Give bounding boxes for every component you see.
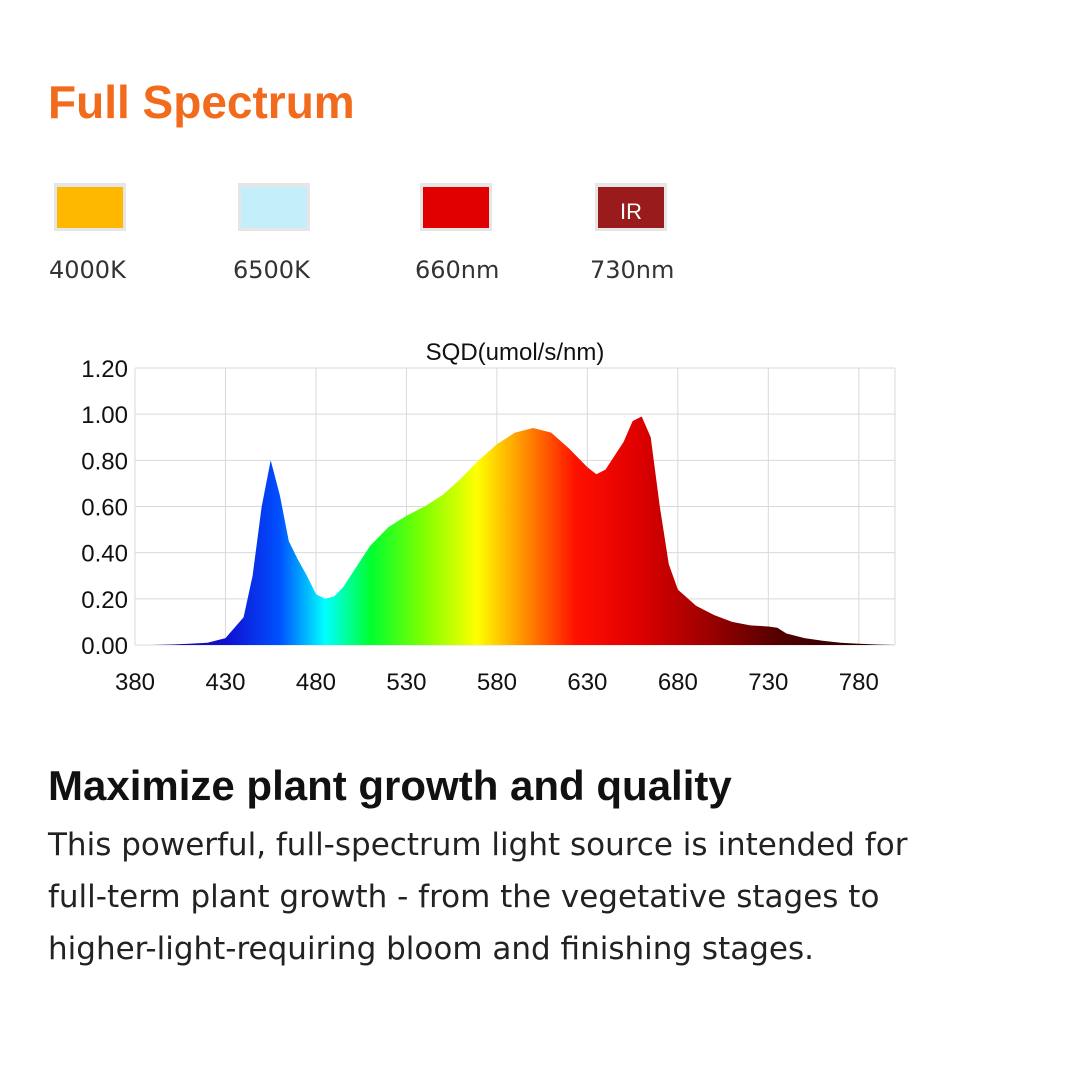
x-tick-label: 630 [567, 669, 607, 696]
y-tick-label: 0.60 [81, 495, 128, 522]
chart-title: SQD(umol/s/nm) [426, 339, 605, 366]
legend-label: 6500K [233, 256, 311, 284]
x-tick-label: 480 [296, 669, 336, 696]
x-tick-label: 780 [839, 669, 879, 696]
legend-swatch [423, 187, 489, 228]
section-heading: Maximize plant growth and quality [48, 762, 732, 809]
legend-swatch [241, 187, 307, 228]
y-tick-label: 0.80 [81, 448, 128, 475]
y-tick-label: 0.00 [81, 633, 128, 660]
legend-swatch [598, 187, 664, 228]
x-tick-label: 380 [115, 669, 155, 696]
plot: 380 430 480 530 580 630 680 730 780 0.00 0.20 0.40 0… [81, 356, 896, 696]
y-tick-label: 1.20 [81, 356, 128, 383]
x-tick-label: 730 [748, 669, 788, 696]
y-tick-label: 1.00 [81, 402, 128, 429]
legend-badge: IR [620, 199, 642, 224]
page-title: Full Spectrum [48, 76, 355, 128]
legend: 4000K 6500K 660nm IR 730nm [49, 183, 674, 284]
body-line: higher-light-requiring bloom and finishi… [48, 931, 814, 967]
x-tick-label: 580 [477, 669, 517, 696]
legend-swatch [57, 187, 123, 228]
body-line: This powerful, full-spectrum light sourc… [47, 827, 908, 863]
legend-label: 4000K [49, 256, 127, 284]
y-tick-label: 0.40 [81, 541, 128, 568]
spectrum-area [135, 416, 895, 645]
x-tick-label: 430 [205, 669, 245, 696]
body-line: full-term plant growth - from the vegeta… [48, 879, 879, 915]
y-tick-label: 0.20 [81, 587, 128, 614]
section-body: This powerful, full-spectrum light sourc… [47, 827, 908, 967]
legend-label: 730nm [590, 256, 674, 284]
x-tick-label: 530 [386, 669, 426, 696]
x-tick-label: 680 [658, 669, 698, 696]
legend-label: 660nm [415, 256, 499, 284]
